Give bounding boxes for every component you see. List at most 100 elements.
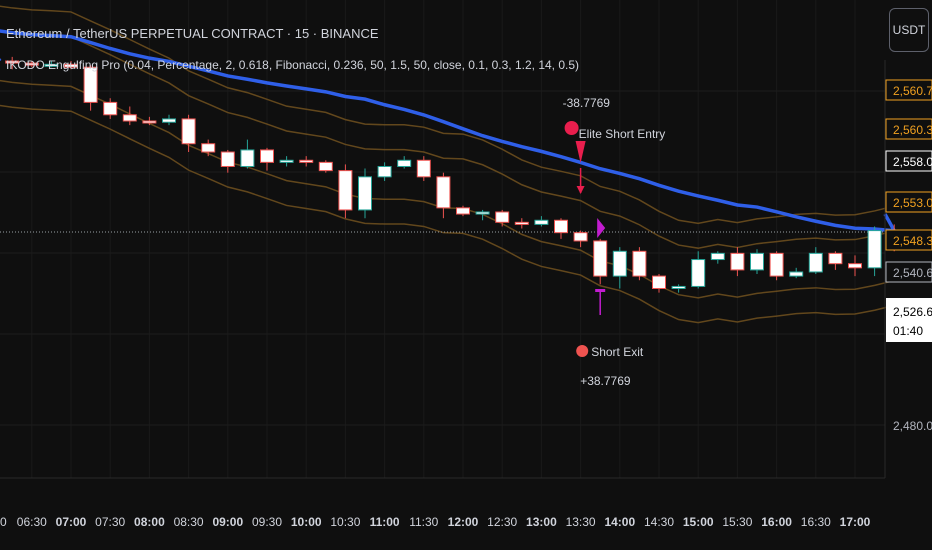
- candle-body[interactable]: [573, 232, 588, 242]
- short-exit-icon: [576, 345, 589, 357]
- candle-body[interactable]: [220, 151, 235, 167]
- signal-entry-label: Elite Short Entry: [579, 127, 666, 141]
- candle-body[interactable]: [181, 118, 196, 145]
- price-label-box: [885, 79, 932, 101]
- candle-body[interactable]: [436, 176, 451, 209]
- x-axis-tick-label: 07:00: [56, 515, 87, 529]
- x-axis-tick-label: 07:30: [95, 515, 125, 529]
- symbol-title: Ethereum / TetherUS PERPETUAL CONTRACT ·…: [6, 26, 379, 41]
- candle-body[interactable]: [260, 149, 274, 163]
- candle-body[interactable]: [691, 259, 706, 287]
- x-axis-tick-label: 16:00: [761, 515, 792, 529]
- x-axis-tick-label: 09:30: [252, 515, 282, 529]
- x-axis-tick-label: 14:00: [604, 515, 635, 529]
- candle-body[interactable]: [142, 120, 157, 124]
- candle-body[interactable]: [612, 250, 627, 277]
- x-axis-tick-label: 0: [0, 515, 7, 529]
- price-label: 2,560.75: [893, 84, 932, 98]
- candle-body[interactable]: [554, 219, 568, 234]
- x-axis-tick-label: 10:30: [330, 515, 360, 529]
- signal-exit-value: +38.7769: [580, 374, 631, 388]
- candle-body[interactable]: [162, 118, 176, 123]
- x-axis-tick-label: 09:00: [212, 515, 243, 529]
- short-entry-arrow: [575, 141, 586, 163]
- candle-body[interactable]: [769, 252, 784, 277]
- x-axis-tick-label: 11:30: [409, 515, 438, 529]
- x-axis-tick-label: 08:30: [174, 515, 204, 529]
- upper-band-inner: [0, 30, 895, 249]
- candle-body[interactable]: [103, 101, 118, 116]
- candle-body[interactable]: [338, 170, 353, 211]
- candle-body[interactable]: [240, 149, 255, 167]
- x-axis-tick-label: 14:30: [644, 515, 674, 529]
- candle-body[interactable]: [24, 62, 39, 66]
- candle-body[interactable]: [83, 66, 98, 103]
- x-axis-tick-label: 12:30: [487, 515, 517, 529]
- short-exit-marker-cap: [595, 289, 606, 292]
- x-axis-tick-label: 15:00: [683, 515, 714, 529]
- price-label: 2,558.08: [893, 155, 932, 169]
- candle-body[interactable]: [750, 252, 764, 271]
- price-label-box: [885, 118, 932, 140]
- candle-body[interactable]: [201, 143, 216, 153]
- x-axis-tick-label: 08:00: [134, 515, 165, 529]
- moving-average-line: [0, 29, 898, 233]
- candle-body[interactable]: [416, 159, 431, 178]
- candle-body[interactable]: [789, 271, 804, 277]
- candle-body[interactable]: [632, 250, 647, 277]
- candle-body[interactable]: [652, 275, 666, 290]
- x-axis-tick-label: 13:00: [526, 515, 557, 529]
- lower-band-outer: [0, 104, 895, 324]
- signal-exit-label: Short Exit: [591, 345, 644, 359]
- price-label: 2,553.08: [893, 196, 932, 210]
- price-label: 2,560.38: [893, 123, 932, 137]
- candle-body[interactable]: [279, 159, 294, 163]
- candle-body[interactable]: [593, 240, 608, 277]
- price-label: 2,548.33: [893, 234, 932, 248]
- candle-body[interactable]: [495, 211, 510, 223]
- x-axis-tick-label: 12:00: [448, 515, 479, 529]
- price-label: 2,540.65: [893, 266, 932, 280]
- candle-body[interactable]: [867, 230, 882, 269]
- candle-body[interactable]: [808, 252, 823, 273]
- x-axis-tick-label: 15:30: [722, 515, 752, 529]
- candle-body[interactable]: [44, 63, 59, 67]
- candle-body[interactable]: [730, 252, 745, 271]
- x-axis-tick-label: 17:00: [840, 515, 871, 529]
- y-axis-tick-label: 2,480.00: [893, 419, 932, 433]
- candle-body[interactable]: [828, 252, 843, 265]
- candle-body[interactable]: [671, 285, 686, 290]
- x-axis-tick-label: 11:00: [370, 515, 400, 529]
- candle-body[interactable]: [299, 159, 314, 163]
- candle-body[interactable]: [456, 207, 470, 215]
- candle-body[interactable]: [397, 159, 412, 167]
- candle-body[interactable]: [5, 60, 20, 64]
- candle-body[interactable]: [848, 263, 862, 269]
- lower-band-inner: [0, 79, 895, 299]
- candle-body[interactable]: [475, 211, 490, 215]
- candle-body[interactable]: [377, 165, 392, 178]
- price-label-box: [885, 229, 932, 251]
- candle-body[interactable]: [318, 161, 333, 172]
- candle-body[interactable]: [514, 221, 529, 225]
- candle-body[interactable]: [710, 252, 725, 261]
- indicator-legend[interactable]: IKODO Engulfing Pro (0.04, Percentage, 2…: [6, 58, 580, 72]
- price-label-box: [885, 191, 932, 213]
- candle-body[interactable]: [534, 219, 549, 225]
- candle-body[interactable]: [64, 63, 78, 68]
- price-label-box: [885, 150, 932, 172]
- x-axis-tick-label: 16:30: [801, 515, 831, 529]
- x-axis-tick-label: 06:30: [17, 515, 47, 529]
- signal-entry-value: -38.7769: [563, 96, 611, 110]
- x-axis-tick-label: 13:30: [566, 515, 596, 529]
- upper-band-outer: [0, 5, 895, 225]
- x-axis-tick-label: 10:00: [291, 515, 322, 529]
- currency-button[interactable]: USDT: [889, 8, 929, 52]
- candle-body[interactable]: [358, 176, 372, 211]
- candle-body[interactable]: [122, 114, 137, 122]
- short-entry-icon: [564, 121, 579, 135]
- price-label-box: [885, 261, 932, 283]
- short-exit-flag: [597, 218, 606, 238]
- countdown-label: 01:40: [893, 324, 923, 338]
